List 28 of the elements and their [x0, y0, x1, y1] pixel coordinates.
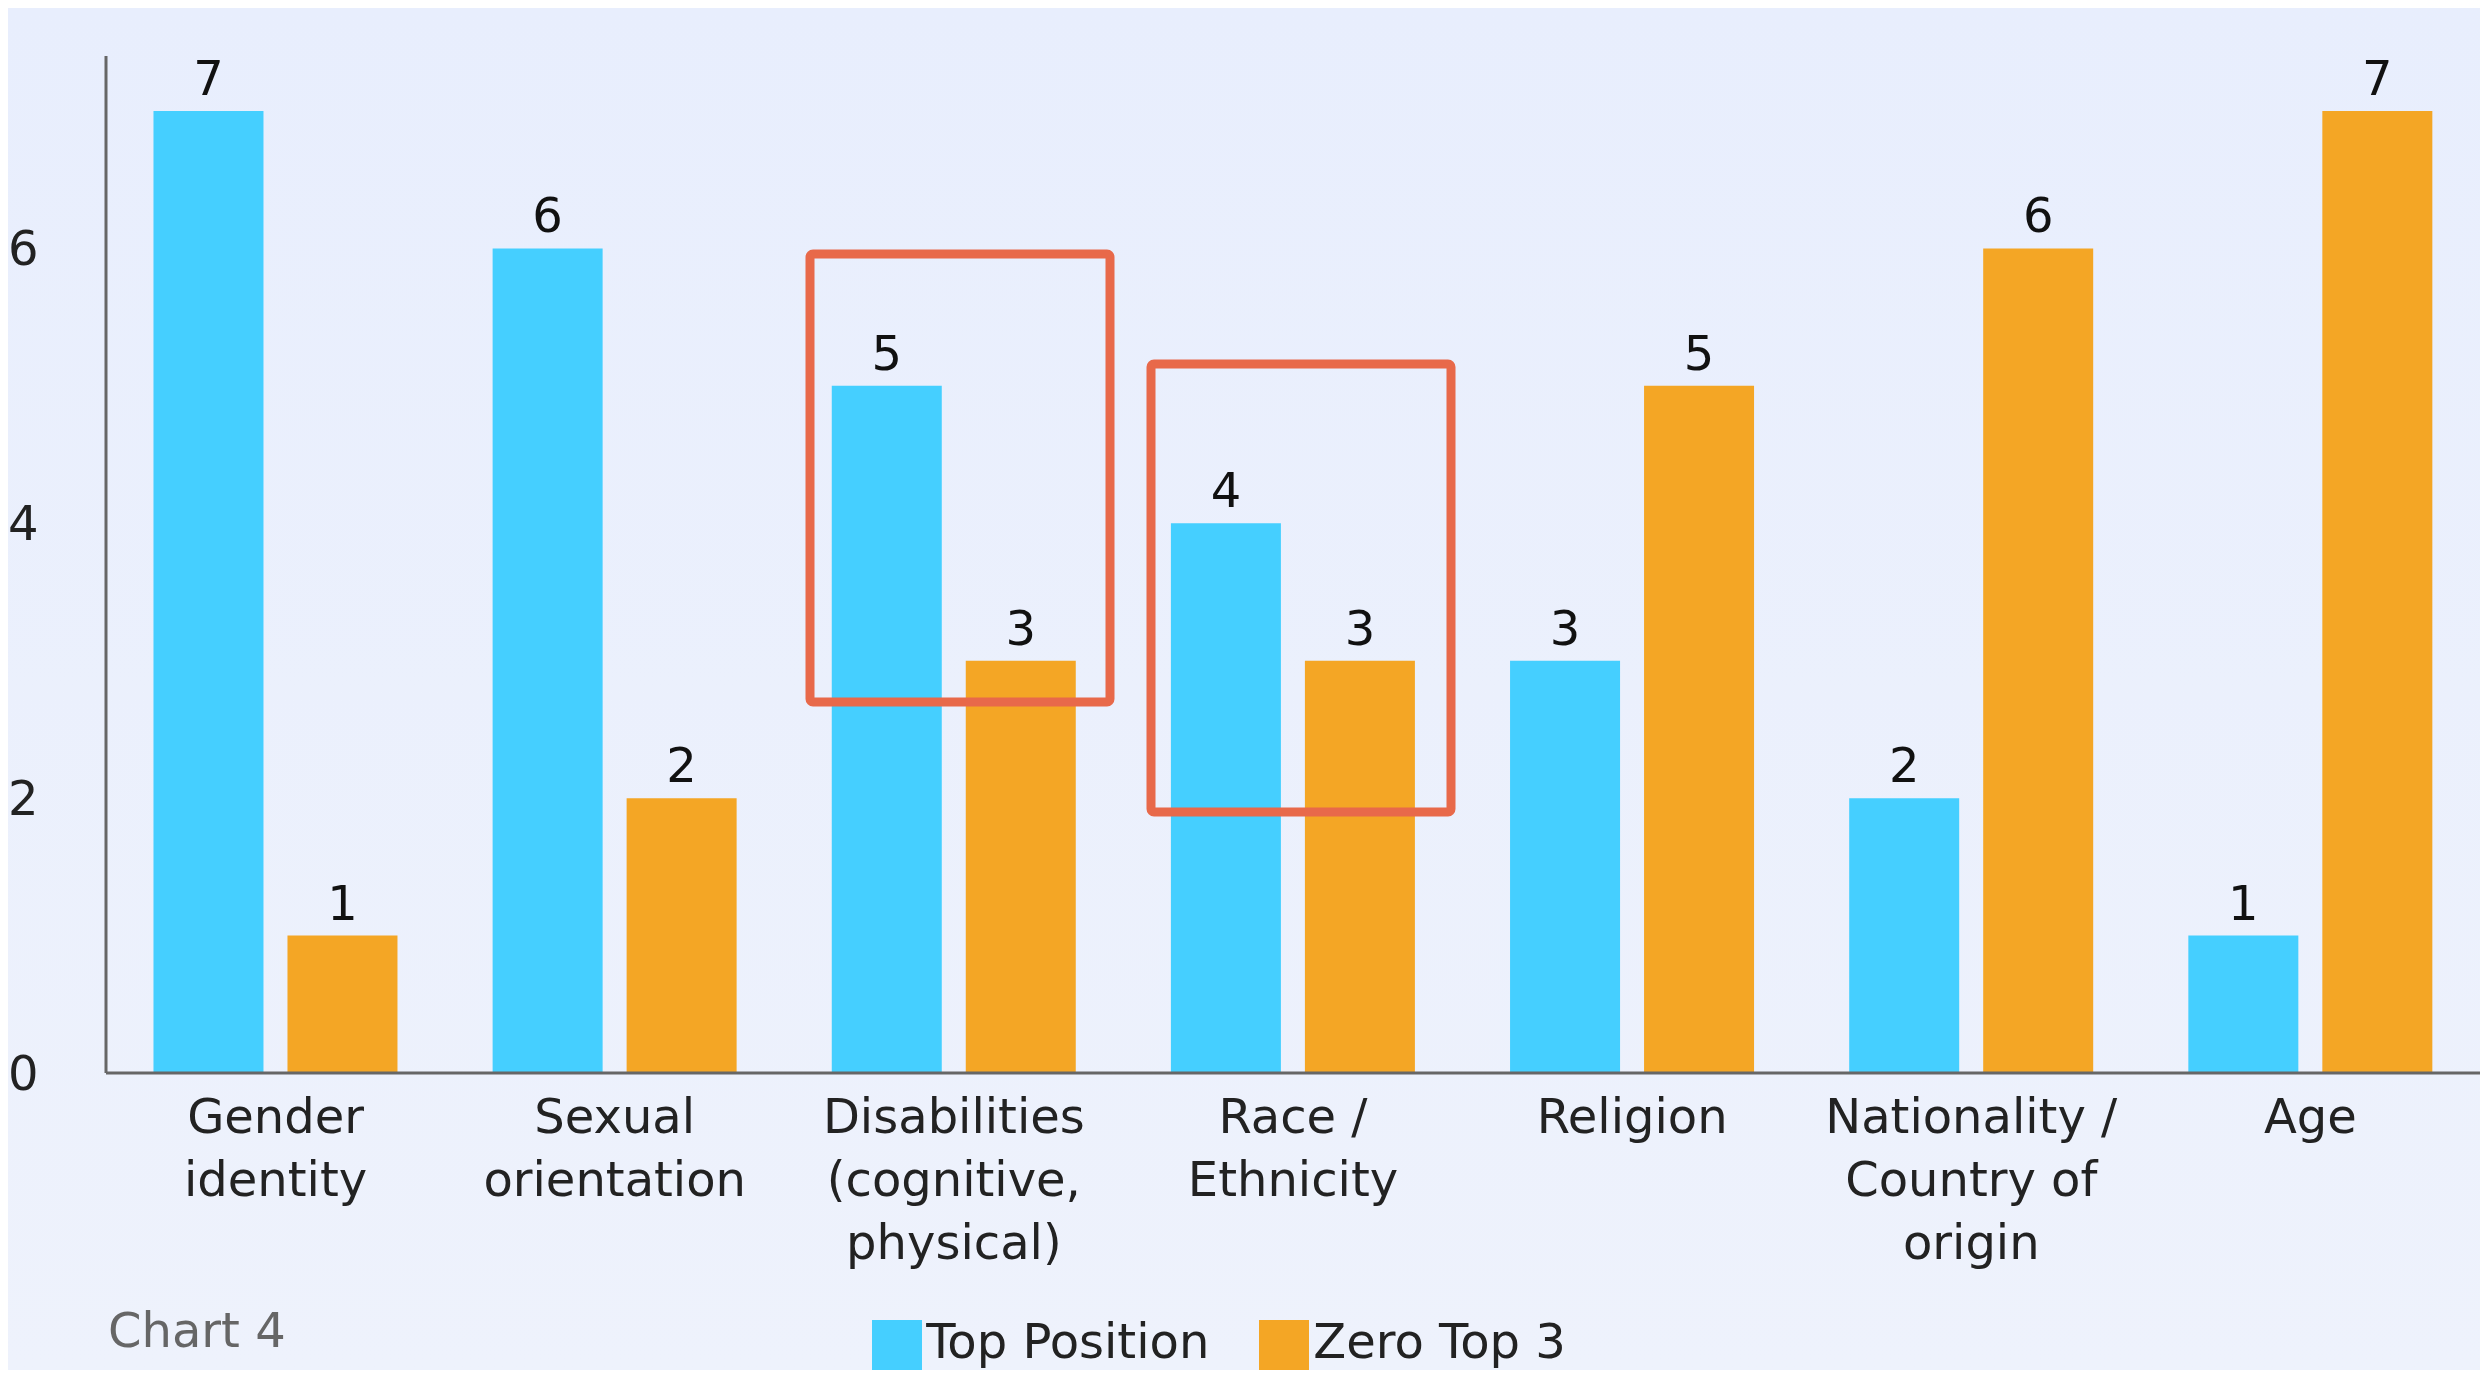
y-tick-label: 4: [8, 495, 39, 552]
data-label: 3: [1344, 599, 1376, 656]
caption: Chart 4: [108, 1302, 286, 1358]
y-tick-label: 6: [8, 220, 39, 277]
data-label: 5: [871, 324, 903, 381]
data-label: 5: [1683, 324, 1715, 381]
data-label: 3: [1005, 599, 1037, 656]
data-label: 3: [1549, 599, 1581, 656]
data-label: 2: [666, 737, 697, 794]
x-tick-label: Sexual orientation: [483, 1088, 746, 1207]
data-label: 6: [532, 187, 563, 244]
x-tick-label: Age: [2264, 1088, 2357, 1144]
data-label: 4: [1210, 462, 1242, 519]
x-tick-label: Gender identity: [184, 1088, 368, 1207]
x-tick-label: Disabilities (cognitive, physical): [822, 1088, 1085, 1270]
y-tick-label: 0: [8, 1045, 39, 1102]
legend-label: Zero Top 3: [1313, 1313, 1566, 1369]
data-label: 1: [327, 874, 358, 931]
data-label: 2: [1888, 737, 1920, 794]
data-label: 6: [2022, 187, 2054, 244]
y-tick-label: 2: [8, 770, 39, 827]
x-tick-label: Religion: [1536, 1088, 1728, 1144]
legend-label: Top Position: [926, 1313, 1210, 1369]
data-label: 7: [193, 49, 224, 106]
x-tick-label: Race / Ethnicity: [1187, 1088, 1399, 1207]
data-label: 7: [2362, 49, 2393, 106]
x-tick-label: Nationality / Country of origin: [1825, 1088, 2119, 1270]
data-label: 1: [2228, 874, 2259, 931]
